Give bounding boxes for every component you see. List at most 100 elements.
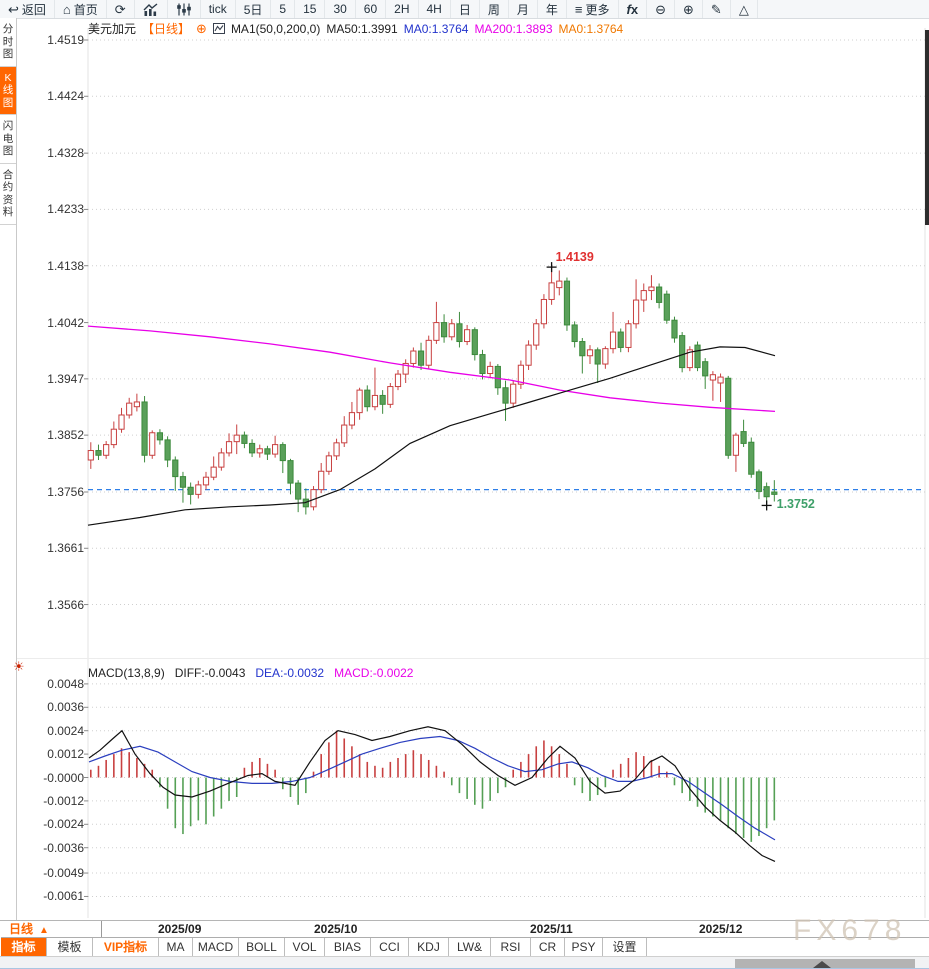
zoom-in-button[interactable]: ⊕ bbox=[675, 0, 703, 18]
timeframe-4h[interactable]: 4H bbox=[419, 0, 451, 18]
indicator-tab-PSY[interactable]: PSY bbox=[565, 938, 603, 957]
macd-axis-label: -0.0049 bbox=[43, 866, 84, 881]
timeframe-label: 【日线】 bbox=[142, 22, 191, 36]
macd-axis-label: -0.0061 bbox=[43, 889, 84, 904]
refresh-button[interactable]: ⟳ bbox=[107, 0, 135, 18]
timeframe-5m[interactable]: 5 bbox=[271, 0, 296, 18]
ma-params-label: MA1(50,0,200,0) bbox=[230, 21, 321, 36]
toolbar-label: 30 bbox=[333, 2, 347, 16]
home-button[interactable]: ⌂ 首页 bbox=[55, 0, 107, 18]
timeframe-5d[interactable]: 5日 bbox=[236, 0, 272, 18]
zoom-out-button[interactable]: ⊖ bbox=[647, 0, 675, 18]
indicator-tab-CR[interactable]: CR bbox=[531, 938, 565, 957]
time-axis-label: 2025/09 bbox=[158, 922, 202, 936]
indicator-tab-RSI[interactable]: RSI bbox=[491, 938, 531, 957]
timeframe-tick[interactable]: tick bbox=[201, 0, 236, 18]
sidebar-tab-分时图[interactable]: 分时图 bbox=[0, 18, 16, 67]
indicator-tab-设置[interactable]: 设置 bbox=[603, 938, 647, 957]
indicator-tab-VIP指标[interactable]: VIP指标 bbox=[93, 938, 159, 957]
timeframe-day[interactable]: 日 bbox=[451, 0, 480, 18]
indicator-tab-LW&[interactable]: LW& bbox=[449, 938, 491, 957]
price-axis-label: 1.3756 bbox=[47, 485, 84, 499]
macd-axis-label: -0.0036 bbox=[43, 840, 84, 855]
toolbar-label: 60 bbox=[363, 2, 378, 16]
indicator-settings-icon[interactable]: ☀ bbox=[13, 659, 25, 674]
time-axis-label: 2025/10 bbox=[314, 922, 358, 936]
macd-axis-label: -0.0024 bbox=[43, 817, 84, 832]
zoomin-icon: ⊕ bbox=[683, 1, 694, 17]
draw-button[interactable]: ✎ bbox=[703, 0, 731, 18]
chart-type-sidebar: 分时图 K线图 闪电图 合约资料 bbox=[0, 18, 17, 969]
price-axis-label: 1.4042 bbox=[47, 315, 84, 330]
timeframe-60m[interactable]: 60 bbox=[356, 0, 387, 18]
toolbar-label: 2H bbox=[394, 2, 410, 16]
toolbar-label: 返回 bbox=[21, 2, 46, 17]
timeframe-15m[interactable]: 15 bbox=[295, 0, 326, 18]
indicator-style-button[interactable] bbox=[168, 0, 201, 18]
indicator-tab-VOL[interactable]: VOL bbox=[285, 938, 325, 957]
toolbar-label: 5 bbox=[279, 2, 287, 16]
sidebar-tab-K线图[interactable]: K线图 bbox=[0, 66, 16, 115]
price-axis-label: 1.3661 bbox=[47, 541, 84, 556]
timeframe-30m[interactable]: 30 bbox=[325, 0, 356, 18]
period-label: 日线 bbox=[9, 922, 34, 936]
macd-params-label: MACD(13,8,9) bbox=[88, 666, 165, 680]
shapes-button[interactable]: △ bbox=[731, 0, 758, 18]
timeframe-month[interactable]: 月 bbox=[509, 0, 538, 18]
price-axis-label: 1.4233 bbox=[47, 202, 84, 217]
mini-chart-icon[interactable] bbox=[212, 23, 225, 34]
vertical-scrollbar[interactable] bbox=[925, 30, 929, 225]
symbol-name: 美元加元 bbox=[88, 22, 137, 36]
sidebar-tab-闪电图[interactable]: 闪电图 bbox=[0, 115, 16, 164]
indicator-tab-MACD[interactable]: MACD bbox=[193, 938, 239, 957]
ma0-blue-value: MA0:1.3764 bbox=[403, 21, 469, 36]
pencil-icon: ✎ bbox=[710, 1, 722, 17]
indicator-tabs-row: 指标 模板 VIP指标 MA MACD BOLL VOL BIAS CCI KDJ LW& RSI CR… bbox=[1, 937, 929, 957]
toolbar-label: 月 bbox=[516, 2, 529, 17]
toolbar-label: 5日 bbox=[243, 2, 263, 17]
scrollbar-thumb[interactable] bbox=[735, 959, 915, 968]
toolbar-label: 15 bbox=[303, 2, 317, 16]
indicator-tab-BIAS[interactable]: BIAS bbox=[325, 938, 371, 957]
ma0-orange-value: MA0:1.3764 bbox=[558, 21, 624, 36]
price-axis-label: 1.4424 bbox=[47, 89, 84, 104]
zoomout-icon: ⊖ bbox=[655, 1, 666, 17]
period-selector-button[interactable]: 日线 ▲ bbox=[1, 921, 102, 937]
bar-chart-button[interactable] bbox=[135, 0, 168, 18]
panel-divider bbox=[17, 658, 929, 659]
price-axis-label: 1.4519 bbox=[47, 33, 84, 47]
menu-icon: ≡ bbox=[574, 1, 583, 17]
indicator-tab-指标[interactable]: 指标 bbox=[1, 938, 47, 957]
indicator-tab-MA[interactable]: MA bbox=[159, 938, 193, 957]
sidebar-tab-合约资料[interactable]: 合约资料 bbox=[0, 164, 16, 225]
horizontal-scrollbar[interactable] bbox=[0, 956, 929, 969]
timeframe-week[interactable]: 周 bbox=[480, 0, 509, 18]
timeframe-year[interactable]: 年 bbox=[538, 0, 567, 18]
time-axis-label: 2025/11 bbox=[530, 922, 573, 936]
timeframe-2h[interactable]: 2H bbox=[386, 0, 419, 18]
indicator-tab-BOLL[interactable]: BOLL bbox=[239, 938, 285, 957]
macd-axis-label: 0.0024 bbox=[47, 723, 84, 738]
toolbar-label: 更多 bbox=[585, 2, 610, 17]
indicator-tab-CCI[interactable]: CCI bbox=[371, 938, 409, 957]
indicator-tab-KDJ[interactable]: KDJ bbox=[409, 938, 449, 957]
bars-icon bbox=[143, 2, 159, 16]
toolbar: ↩ 返回 ⌂ 首页 ⟳ tick 5日 5 15 30 60 2H 4H 日周月年 ≡ 更多 f x ⊖ ⊕ ✎ △ bbox=[0, 0, 929, 19]
price-axis-label: 1.3852 bbox=[47, 428, 84, 443]
indicator-tab-模板[interactable]: 模板 bbox=[47, 938, 93, 957]
back-button[interactable]: ↩ 返回 bbox=[0, 0, 55, 18]
toolbar-label: 4H bbox=[426, 2, 442, 16]
sliders-icon bbox=[176, 3, 192, 16]
macd-diff-value: DIFF:-0.0043 bbox=[174, 666, 246, 680]
more-button[interactable]: ≡ 更多 bbox=[567, 0, 619, 18]
macd-axis-label: 0.0048 bbox=[47, 676, 84, 691]
high-price-label: 1.4139 bbox=[555, 250, 594, 265]
time-axis-label: 2025/12 bbox=[699, 922, 743, 936]
macd-axis-label: 0.0036 bbox=[47, 700, 84, 715]
add-favorite-icon[interactable]: ⊕ bbox=[196, 20, 207, 36]
toolbar-label: 日 bbox=[458, 2, 471, 17]
price-axis-label: 1.3947 bbox=[47, 371, 84, 386]
toolbar-label: 首页 bbox=[73, 2, 98, 17]
